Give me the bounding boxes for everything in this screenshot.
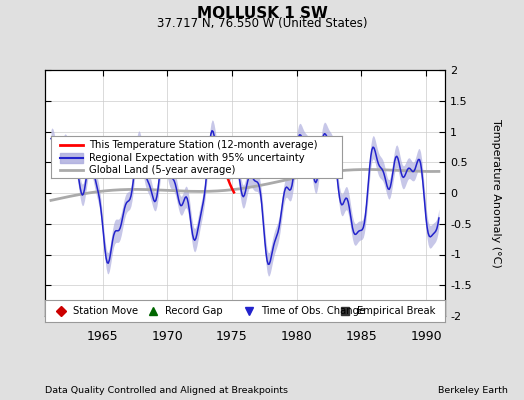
Text: 1985: 1985 (345, 330, 377, 343)
Text: 1980: 1980 (281, 330, 313, 343)
Text: 37.717 N, 76.550 W (United States): 37.717 N, 76.550 W (United States) (157, 17, 367, 30)
Text: This Temperature Station (12-month average): This Temperature Station (12-month avera… (89, 140, 317, 150)
Text: 1970: 1970 (151, 330, 183, 343)
Y-axis label: Temperature Anomaly (°C): Temperature Anomaly (°C) (492, 119, 501, 267)
Text: Record Gap: Record Gap (165, 306, 222, 316)
Text: 1990: 1990 (410, 330, 442, 343)
Text: 1965: 1965 (87, 330, 118, 343)
Text: Station Move: Station Move (73, 306, 138, 316)
Text: Berkeley Earth: Berkeley Earth (439, 386, 508, 395)
Text: Regional Expectation with 95% uncertainty: Regional Expectation with 95% uncertaint… (89, 153, 304, 163)
Text: MOLLUSK 1 SW: MOLLUSK 1 SW (196, 6, 328, 21)
Text: 1975: 1975 (216, 330, 248, 343)
Text: Global Land (5-year average): Global Land (5-year average) (89, 166, 235, 176)
Text: Time of Obs. Change: Time of Obs. Change (261, 306, 365, 316)
Text: Data Quality Controlled and Aligned at Breakpoints: Data Quality Controlled and Aligned at B… (45, 386, 288, 395)
Text: Empirical Break: Empirical Break (357, 306, 435, 316)
